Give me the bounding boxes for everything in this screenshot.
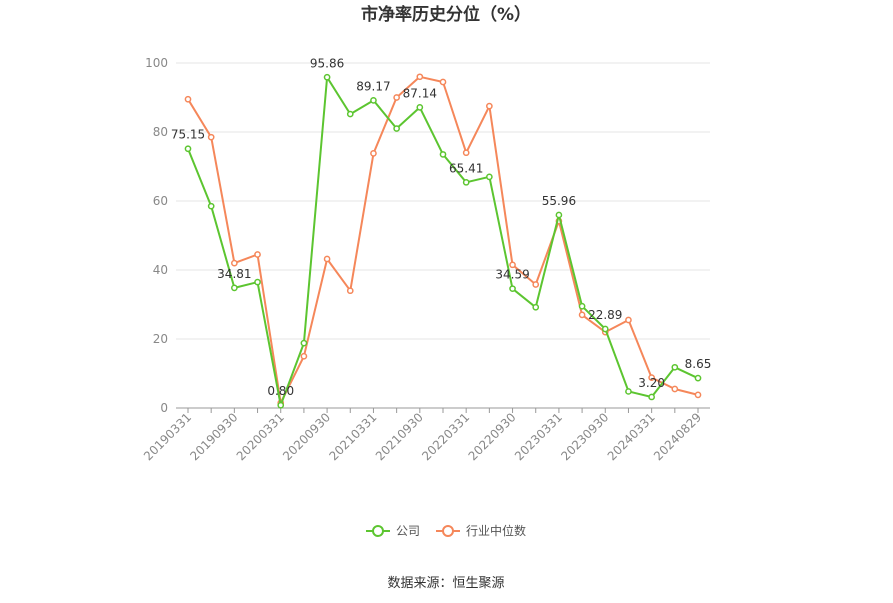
data-point	[207, 133, 215, 141]
data-point	[509, 261, 516, 269]
data-label: 34.81	[217, 267, 251, 281]
data-point	[439, 151, 447, 158]
data-point	[300, 339, 308, 347]
data-label: 0.80	[267, 384, 294, 398]
chart-title: 市净率历史分位（%）	[361, 4, 531, 25]
data-point	[486, 102, 493, 110]
data-point	[393, 94, 400, 101]
series-lines	[184, 73, 702, 409]
legend-label-1: 行业中位数	[466, 523, 526, 538]
data-point	[231, 259, 238, 267]
y-tick-label: 20	[153, 332, 168, 346]
x-tick-label: 20230930	[558, 410, 611, 463]
data-point	[346, 287, 354, 295]
data-point	[625, 316, 632, 324]
data-point	[578, 311, 586, 319]
data-label: 55.96	[542, 194, 576, 208]
data-point	[648, 393, 655, 401]
x-tick-label: 20220930	[466, 410, 519, 463]
x-tick-label: 20200331	[234, 410, 287, 463]
data-labels: 75.15 34.81 0.80 95.86 89.17 87.14 65.41 34.59 5…	[171, 56, 712, 398]
legend-label-0: 公司	[396, 524, 420, 538]
series-line-0	[187, 76, 699, 407]
data-point	[277, 401, 285, 409]
data-point	[207, 202, 215, 210]
y-tick-label: 80	[153, 125, 168, 139]
series-line-1	[187, 75, 699, 404]
x-tick-label: 20200930	[280, 410, 333, 463]
legend-marker-0	[372, 525, 384, 537]
data-point	[555, 211, 563, 219]
y-tick-label: 0	[160, 401, 168, 415]
x-tick-label: 20190331	[141, 410, 194, 463]
data-point	[346, 110, 354, 118]
data-point	[439, 78, 447, 86]
data-point	[300, 352, 308, 360]
data-label: 87.14	[403, 86, 437, 100]
data-label: 22.89	[588, 308, 622, 322]
data-source: 数据来源：恒生聚源	[387, 576, 504, 591]
data-label: 95.86	[310, 56, 344, 70]
data-label: 3.20	[638, 376, 665, 390]
data-point	[323, 73, 331, 81]
data-point	[578, 302, 586, 310]
data-label: 8.65	[685, 357, 712, 371]
legend: 公司 行业中位数	[366, 523, 526, 538]
y-tick-label: 60	[153, 194, 168, 208]
x-tick-label: 20210930	[373, 410, 426, 463]
data-point	[601, 325, 609, 333]
data-point	[694, 374, 702, 382]
data-label: 75.15	[171, 128, 205, 142]
data-point	[231, 284, 238, 292]
y-axis: 0 20 40 60 80 100	[145, 56, 168, 415]
legend-marker-1	[442, 525, 454, 537]
data-point	[671, 363, 679, 371]
data-point	[509, 285, 516, 293]
x-tick-label: 20240829	[651, 410, 704, 463]
data-point	[532, 303, 540, 311]
data-point	[416, 73, 424, 81]
data-point	[370, 150, 377, 157]
data-point	[184, 145, 192, 153]
x-tick-label: 20230331	[512, 410, 565, 463]
data-point	[416, 104, 424, 111]
grid-lines	[176, 62, 710, 340]
x-tick-label: 20190930	[187, 410, 240, 463]
y-tick-label: 100	[145, 56, 168, 70]
data-point	[184, 95, 192, 103]
data-point	[532, 281, 540, 288]
x-tick-label: 20220331	[419, 410, 472, 463]
data-label: 89.17	[356, 79, 390, 93]
data-point	[323, 255, 331, 263]
data-point	[648, 374, 655, 381]
data-point	[462, 178, 470, 186]
x-tick-label: 20240331	[605, 410, 658, 463]
data-point	[393, 125, 400, 132]
data-point	[370, 97, 377, 104]
data-point	[625, 388, 632, 395]
data-point	[254, 278, 261, 286]
x-axis: 2019033120190930202003312020093020210331…	[141, 407, 710, 463]
y-tick-label: 40	[153, 263, 168, 277]
data-point	[671, 385, 679, 393]
data-point	[694, 391, 702, 399]
data-point	[462, 149, 470, 157]
x-tick-label: 20210331	[326, 410, 379, 463]
data-point	[486, 173, 493, 181]
data-label: 65.41	[449, 161, 483, 175]
data-point	[254, 251, 261, 258]
data-label: 34.59	[495, 268, 529, 282]
